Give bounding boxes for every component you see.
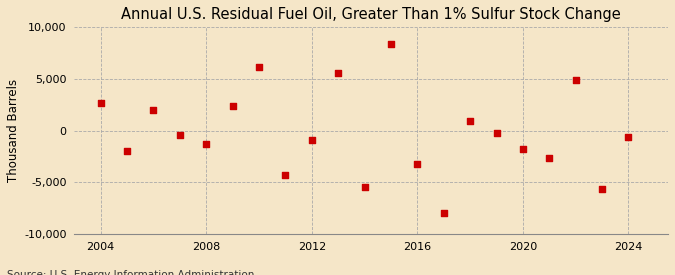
Point	[174, 133, 185, 137]
Point	[254, 64, 265, 69]
Point	[95, 100, 106, 105]
Point	[359, 185, 370, 190]
Point	[148, 108, 159, 112]
Point	[412, 161, 423, 166]
Point	[518, 147, 529, 152]
Point	[200, 142, 211, 146]
Title: Annual U.S. Residual Fuel Oil, Greater Than 1% Sulfur Stock Change: Annual U.S. Residual Fuel Oil, Greater T…	[122, 7, 621, 22]
Point	[623, 134, 634, 139]
Point	[464, 119, 475, 123]
Point	[227, 104, 238, 108]
Point	[570, 78, 581, 82]
Point	[122, 149, 132, 153]
Point	[597, 187, 608, 192]
Point	[385, 42, 396, 46]
Point	[544, 156, 555, 161]
Point	[438, 211, 449, 215]
Text: Source: U.S. Energy Information Administration: Source: U.S. Energy Information Administ…	[7, 271, 254, 275]
Y-axis label: Thousand Barrels: Thousand Barrels	[7, 79, 20, 182]
Point	[306, 138, 317, 142]
Point	[280, 173, 291, 177]
Point	[491, 130, 502, 135]
Point	[333, 71, 344, 75]
